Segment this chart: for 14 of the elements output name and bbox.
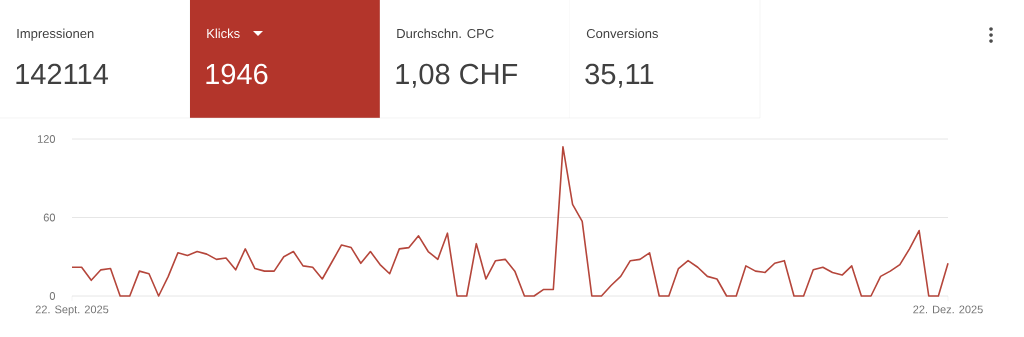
line-series <box>71 146 949 297</box>
x-tick-label: 22. Dez. 2025 <box>913 305 983 314</box>
text: 35,11 <box>585 63 654 88</box>
y-tick-label: 0 <box>49 292 56 300</box>
text: Klicks <box>207 28 240 39</box>
text: Impressionen <box>17 28 94 41</box>
text: 1,08 CHF <box>396 63 518 88</box>
text: 142114 <box>16 63 108 84</box>
text: Conversions <box>586 28 658 39</box>
text: Durchschn. CPC <box>397 28 494 39</box>
text: 1946 <box>206 63 268 85</box>
x-tick-label: 22. Sept. 2025 <box>35 305 109 316</box>
y-tick-label: 60 <box>43 213 56 222</box>
y-tick-label: 120 <box>37 135 56 143</box>
